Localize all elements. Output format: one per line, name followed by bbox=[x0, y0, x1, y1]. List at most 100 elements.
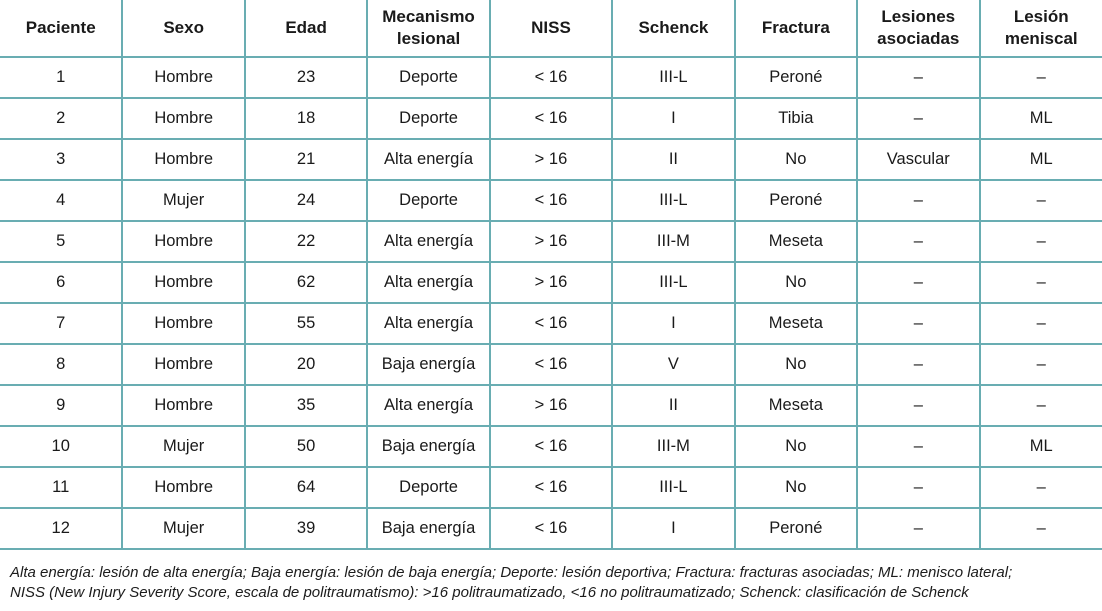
cell-sexo: Hombre bbox=[122, 262, 246, 304]
cell-edad: 39 bbox=[244, 508, 369, 550]
cell-fractura: Meseta bbox=[734, 385, 859, 427]
table-footnote: Alta energía: lesión de alta energía; Ba… bbox=[0, 563, 1102, 604]
cell-edad: 24 bbox=[244, 180, 369, 222]
cell-lesion-meniscal: ML bbox=[979, 426, 1102, 468]
cell-edad: 21 bbox=[244, 139, 369, 181]
cell-paciente: 6 bbox=[0, 262, 124, 304]
column-header-edad: Edad bbox=[244, 0, 369, 58]
cell-lesion-meniscal: – bbox=[979, 467, 1102, 509]
cell-mecanismo-lesional: Deporte bbox=[367, 180, 491, 222]
cell-edad: 18 bbox=[244, 98, 369, 140]
cell-schenck: III-L bbox=[612, 467, 736, 509]
cell-fractura: No bbox=[734, 262, 859, 304]
cell-mecanismo-lesional: Deporte bbox=[367, 467, 491, 509]
footnote-line-1: Alta energía: lesión de alta energía; Ba… bbox=[10, 564, 1013, 581]
cell-lesiones-asociadas: – bbox=[857, 467, 981, 509]
cell-lesion-meniscal: – bbox=[979, 262, 1102, 304]
column-header-lesion-meniscal: Lesión meniscal bbox=[979, 0, 1102, 58]
table-row: 6 Hombre 62 Alta energía > 16 III-L No – – bbox=[0, 262, 1102, 304]
cell-paciente: 8 bbox=[0, 344, 124, 386]
patients-table: Paciente Sexo Edad Mecanismo lesional NISS Sc… bbox=[0, 0, 1102, 550]
cell-niss: > 16 bbox=[489, 262, 614, 304]
cell-lesion-meniscal: ML bbox=[979, 139, 1102, 181]
cell-lesion-meniscal: – bbox=[979, 303, 1102, 345]
cell-edad: 23 bbox=[244, 57, 369, 99]
cell-sexo: Mujer bbox=[122, 508, 246, 550]
table-row: 7 Hombre 55 Alta energía < 16 I Meseta – – bbox=[0, 303, 1102, 345]
cell-lesion-meniscal: ML bbox=[979, 98, 1102, 140]
cell-paciente: 1 bbox=[0, 57, 124, 99]
cell-sexo: Mujer bbox=[122, 180, 246, 222]
cell-mecanismo-lesional: Alta energía bbox=[367, 385, 491, 427]
cell-lesiones-asociadas: – bbox=[857, 98, 981, 140]
cell-paciente: 9 bbox=[0, 385, 124, 427]
cell-lesion-meniscal: – bbox=[979, 344, 1102, 386]
cell-lesiones-asociadas: Vascular bbox=[857, 139, 981, 181]
cell-mecanismo-lesional: Baja energía bbox=[367, 344, 491, 386]
cell-sexo: Mujer bbox=[122, 426, 246, 468]
cell-niss: > 16 bbox=[489, 221, 614, 263]
cell-edad: 64 bbox=[244, 467, 369, 509]
cell-niss: < 16 bbox=[489, 426, 614, 468]
cell-fractura: Peroné bbox=[734, 508, 859, 550]
cell-paciente: 3 bbox=[0, 139, 124, 181]
table-row: 1 Hombre 23 Deporte < 16 III-L Peroné – – bbox=[0, 57, 1102, 99]
cell-sexo: Hombre bbox=[122, 344, 246, 386]
cell-schenck: V bbox=[612, 344, 736, 386]
column-header-niss: NISS bbox=[489, 0, 614, 58]
cell-schenck: III-L bbox=[612, 180, 736, 222]
cell-fractura: No bbox=[734, 467, 859, 509]
table-body: 1 Hombre 23 Deporte < 16 III-L Peroné – –2 Hombre… bbox=[0, 57, 1102, 550]
cell-lesion-meniscal: – bbox=[979, 385, 1102, 427]
cell-sexo: Hombre bbox=[122, 139, 246, 181]
table-row: 11 Hombre 64 Deporte < 16 III-L No – – bbox=[0, 467, 1102, 509]
cell-mecanismo-lesional: Deporte bbox=[367, 98, 491, 140]
column-header-schenck: Schenck bbox=[612, 0, 736, 58]
cell-lesiones-asociadas: – bbox=[857, 508, 981, 550]
table-row: 8 Hombre 20 Baja energía < 16 V No – – bbox=[0, 344, 1102, 386]
cell-lesiones-asociadas: – bbox=[857, 57, 981, 99]
table-row: 4 Mujer 24 Deporte < 16 III-L Peroné – – bbox=[0, 180, 1102, 222]
cell-niss: < 16 bbox=[489, 98, 614, 140]
table-row: 9 Hombre 35 Alta energía > 16 II Meseta – – bbox=[0, 385, 1102, 427]
cell-mecanismo-lesional: Baja energía bbox=[367, 426, 491, 468]
cell-schenck: II bbox=[612, 385, 736, 427]
cell-paciente: 12 bbox=[0, 508, 124, 550]
cell-mecanismo-lesional: Deporte bbox=[367, 57, 491, 99]
cell-lesiones-asociadas: – bbox=[857, 221, 981, 263]
cell-edad: 55 bbox=[244, 303, 369, 345]
cell-mecanismo-lesional: Alta energía bbox=[367, 303, 491, 345]
cell-sexo: Hombre bbox=[122, 221, 246, 263]
column-header-lesiones-asociadas: Lesiones asociadas bbox=[857, 0, 981, 58]
cell-niss: > 16 bbox=[489, 385, 614, 427]
cell-lesion-meniscal: – bbox=[979, 180, 1102, 222]
cell-schenck: III-L bbox=[612, 262, 736, 304]
table-row: 12 Mujer 39 Baja energía < 16 I Peroné – – bbox=[0, 508, 1102, 550]
cell-lesiones-asociadas: – bbox=[857, 303, 981, 345]
cell-edad: 20 bbox=[244, 344, 369, 386]
cell-sexo: Hombre bbox=[122, 57, 246, 99]
cell-lesiones-asociadas: – bbox=[857, 262, 981, 304]
cell-lesiones-asociadas: – bbox=[857, 344, 981, 386]
cell-edad: 35 bbox=[244, 385, 369, 427]
cell-schenck: III-L bbox=[612, 57, 736, 99]
cell-niss: > 16 bbox=[489, 139, 614, 181]
cell-sexo: Hombre bbox=[122, 467, 246, 509]
cell-schenck: II bbox=[612, 139, 736, 181]
table-header: Paciente Sexo Edad Mecanismo lesional NISS Sc… bbox=[0, 0, 1102, 58]
table-row: 2 Hombre 18 Deporte < 16 I Tibia – ML bbox=[0, 98, 1102, 140]
column-header-sexo: Sexo bbox=[122, 0, 246, 58]
cell-paciente: 10 bbox=[0, 426, 124, 468]
cell-fractura: Peroné bbox=[734, 57, 859, 99]
cell-paciente: 7 bbox=[0, 303, 124, 345]
cell-sexo: Hombre bbox=[122, 385, 246, 427]
cell-paciente: 5 bbox=[0, 221, 124, 263]
cell-niss: < 16 bbox=[489, 303, 614, 345]
cell-mecanismo-lesional: Alta energía bbox=[367, 262, 491, 304]
cell-fractura: No bbox=[734, 426, 859, 468]
cell-niss: < 16 bbox=[489, 508, 614, 550]
cell-fractura: No bbox=[734, 139, 859, 181]
cell-sexo: Hombre bbox=[122, 303, 246, 345]
cell-mecanismo-lesional: Alta energía bbox=[367, 139, 491, 181]
header-row: Paciente Sexo Edad Mecanismo lesional NISS Sc… bbox=[0, 0, 1102, 58]
